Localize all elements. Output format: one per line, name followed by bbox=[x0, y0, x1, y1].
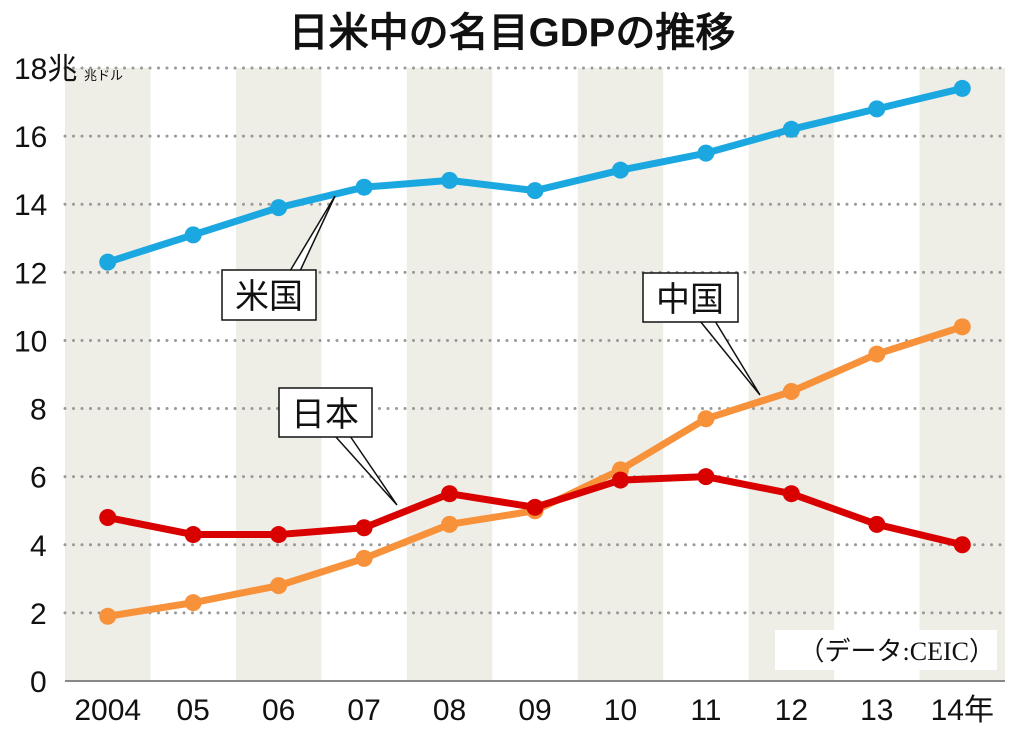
y-tick-label: 8 bbox=[30, 394, 47, 427]
data-point bbox=[697, 410, 715, 428]
column-band bbox=[919, 68, 1005, 681]
y-tick-label: 18兆 bbox=[14, 53, 77, 86]
y-tick-label: 4 bbox=[30, 530, 47, 563]
y-tick-label: 2 bbox=[30, 598, 47, 631]
callout-japan: 日本 bbox=[278, 387, 398, 506]
series-label-china: 中国 bbox=[656, 281, 724, 319]
data-point bbox=[868, 345, 886, 363]
data-point bbox=[526, 498, 544, 516]
data-point bbox=[953, 79, 971, 97]
series-2 bbox=[99, 468, 971, 554]
data-point bbox=[953, 318, 971, 336]
series-lines bbox=[99, 79, 971, 625]
data-point bbox=[953, 536, 971, 554]
data-point bbox=[526, 182, 544, 200]
column-bands bbox=[65, 68, 1005, 681]
series-1 bbox=[99, 318, 971, 625]
series-0 bbox=[99, 79, 971, 271]
column-band bbox=[748, 68, 835, 681]
data-point bbox=[868, 100, 886, 118]
gridlines bbox=[63, 66, 1007, 615]
series-label-japan: 日本 bbox=[291, 396, 359, 434]
data-point bbox=[782, 485, 800, 503]
x-tick-label: 08 bbox=[433, 694, 466, 727]
x-tick-label: 14年 bbox=[931, 694, 994, 727]
y-tick-label: 6 bbox=[30, 462, 47, 495]
data-point bbox=[441, 171, 459, 189]
data-point bbox=[697, 468, 715, 486]
data-point bbox=[782, 120, 800, 138]
y-tick-label: 0 bbox=[30, 666, 47, 699]
data-point bbox=[355, 549, 373, 567]
data-point bbox=[270, 526, 288, 544]
y-tick-label: 12 bbox=[14, 257, 47, 290]
source-note: （データ:CEIC） bbox=[799, 637, 995, 666]
x-tick-label: 07 bbox=[347, 694, 380, 727]
x-tick-label: 12 bbox=[775, 694, 808, 727]
column-band bbox=[406, 68, 493, 681]
data-point bbox=[99, 607, 117, 625]
x-tick-label: 06 bbox=[262, 694, 295, 727]
x-tick-labels: 2004 05 06 07 08 09 10 11 12 13 14年 bbox=[74, 694, 994, 727]
x-tick-label: 09 bbox=[518, 694, 551, 727]
x-tick-label: 05 bbox=[176, 694, 209, 727]
data-point bbox=[184, 594, 202, 612]
source-bg bbox=[775, 630, 997, 670]
column-band bbox=[577, 68, 664, 681]
data-point bbox=[184, 526, 202, 544]
data-point bbox=[697, 144, 715, 162]
data-point bbox=[99, 509, 117, 527]
y-tick-label: 10 bbox=[14, 325, 47, 358]
data-point bbox=[270, 577, 288, 595]
data-point bbox=[355, 519, 373, 537]
data-point bbox=[782, 383, 800, 401]
data-point bbox=[868, 515, 886, 533]
data-point bbox=[99, 253, 117, 271]
y-tick-labels: 0 2 4 6 8 10 12 14 16 18兆 bbox=[14, 53, 77, 699]
x-tick-label: 10 bbox=[604, 694, 637, 727]
callout-us: 米国 bbox=[221, 195, 336, 321]
data-point bbox=[184, 226, 202, 244]
callout-china: 中国 bbox=[642, 272, 761, 396]
y-tick-label: 14 bbox=[14, 189, 47, 222]
unit-label: 兆ドル bbox=[84, 68, 123, 83]
x-tick-label: 13 bbox=[860, 694, 893, 727]
data-point bbox=[355, 178, 373, 196]
y-tick-label: 16 bbox=[14, 121, 47, 154]
data-point bbox=[441, 515, 459, 533]
data-point bbox=[611, 471, 629, 489]
column-band bbox=[65, 68, 151, 681]
data-point bbox=[441, 485, 459, 503]
data-point bbox=[270, 199, 288, 217]
x-tick-label: 11 bbox=[690, 694, 721, 727]
data-point bbox=[611, 161, 629, 179]
chart-title: 日米中の名目GDPの推移 bbox=[289, 11, 736, 55]
series-label-us: 米国 bbox=[235, 278, 303, 316]
x-tick-label: 2004 bbox=[74, 694, 141, 727]
